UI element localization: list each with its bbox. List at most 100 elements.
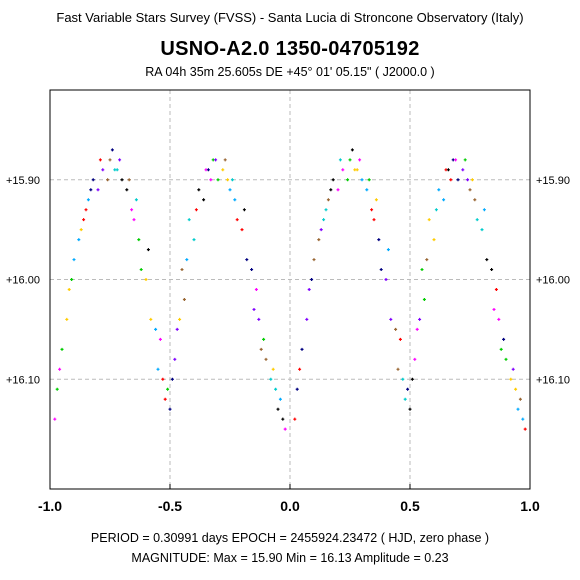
data-point <box>278 397 282 401</box>
data-point <box>358 158 362 162</box>
x-tick-label: 0.0 <box>280 498 300 514</box>
data-point <box>353 168 357 172</box>
data-point <box>166 387 170 391</box>
data-point <box>262 337 266 341</box>
data-point <box>242 208 246 212</box>
data-point <box>230 178 234 182</box>
data-point <box>79 228 83 232</box>
data-point <box>139 268 143 272</box>
data-point <box>461 168 465 172</box>
data-point <box>466 178 470 182</box>
data-point <box>372 218 376 222</box>
data-point <box>326 198 330 202</box>
data-point <box>146 248 150 252</box>
data-point <box>110 148 114 152</box>
data-point <box>254 288 258 291</box>
data-point <box>240 228 244 232</box>
data-point <box>235 218 239 222</box>
data-point <box>144 278 148 282</box>
data-point <box>377 238 381 242</box>
data-point <box>317 238 321 242</box>
data-point <box>70 278 74 282</box>
data-point <box>456 178 460 182</box>
data-point <box>168 407 172 411</box>
data-point <box>434 208 438 212</box>
data-point <box>446 168 450 172</box>
data-point <box>108 158 112 162</box>
data-point <box>511 367 515 371</box>
data-point <box>442 198 446 202</box>
data-point <box>394 327 398 331</box>
data-point <box>161 377 165 381</box>
data-point <box>96 188 100 192</box>
y-tick-label-right: +16.00 <box>536 275 570 287</box>
data-point <box>180 268 184 272</box>
data-point <box>336 188 340 192</box>
data-point <box>367 178 371 182</box>
data-point <box>389 317 393 321</box>
data-point <box>427 218 431 222</box>
data-point <box>370 208 374 212</box>
data-point <box>502 337 506 341</box>
data-point <box>118 158 122 162</box>
data-point <box>331 178 335 182</box>
data-point <box>437 188 441 192</box>
data-point <box>307 288 311 291</box>
data-point <box>518 397 522 401</box>
data-point <box>264 357 268 361</box>
data-point <box>514 387 518 391</box>
data-point <box>226 178 230 182</box>
data-point <box>77 238 81 242</box>
x-tick-label: -0.5 <box>158 498 182 514</box>
data-point <box>319 228 323 232</box>
data-point <box>401 377 405 381</box>
data-point <box>202 198 206 202</box>
data-point <box>396 367 400 371</box>
data-point <box>89 188 93 192</box>
data-point <box>233 198 237 202</box>
data-point <box>91 178 95 182</box>
data-point <box>106 178 110 182</box>
data-point <box>274 387 278 391</box>
data-point <box>305 317 309 321</box>
y-tick-label-left: +16.10 <box>6 374 40 386</box>
data-point <box>499 347 503 351</box>
data-point <box>276 407 280 411</box>
data-point <box>60 347 64 351</box>
x-tick-label: 1.0 <box>520 498 540 514</box>
data-point <box>156 367 160 371</box>
data-point <box>67 288 71 291</box>
data-point <box>137 238 141 242</box>
data-point <box>310 278 314 282</box>
data-point <box>82 218 86 222</box>
data-point <box>53 417 57 421</box>
data-point <box>175 327 179 331</box>
y-tick-label-left: +15.90 <box>6 175 40 187</box>
data-point <box>295 387 299 391</box>
data-point <box>408 407 412 411</box>
data-point <box>113 168 117 172</box>
data-point <box>259 347 263 351</box>
data-point <box>432 238 436 242</box>
data-point <box>504 357 508 361</box>
data-point <box>269 377 273 381</box>
coordinates-subtitle: RA 04h 35m 25.605s DE +45° 01' 05.15" ( … <box>145 65 435 79</box>
data-point <box>482 208 486 212</box>
data-point <box>281 417 285 421</box>
data-point <box>360 178 364 182</box>
data-point <box>322 218 326 222</box>
data-point <box>468 188 472 192</box>
data-point <box>209 178 213 182</box>
data-point <box>252 307 256 311</box>
x-tick-label: 0.5 <box>400 498 420 514</box>
chart-title: USNO-A2.0 1350-04705192 <box>160 38 420 60</box>
period-epoch-line: PERIOD = 0.30991 days EPOCH = 2455924.23… <box>90 531 490 545</box>
data-point <box>485 258 489 262</box>
data-point <box>494 288 498 291</box>
data-point <box>473 198 477 202</box>
data-point <box>523 427 527 431</box>
data-point <box>346 178 350 182</box>
data-point <box>221 168 225 172</box>
data-point <box>163 397 167 401</box>
